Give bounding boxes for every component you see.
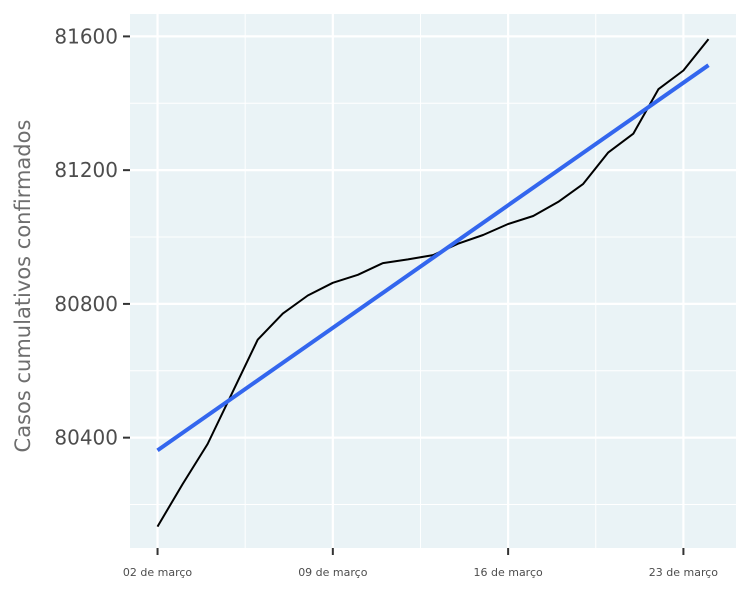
grid-major xyxy=(130,14,736,548)
grid-minor xyxy=(130,14,736,548)
x-tick-label: 02 de março xyxy=(123,566,193,579)
axis-ticks xyxy=(123,35,685,555)
x-tick-label: 23 de março xyxy=(649,566,719,579)
y-axis-label: Casos cumulativos confirmados xyxy=(11,120,35,453)
x-tick-labels: 02 de março 09 de março 16 de março 23 de m… xyxy=(123,566,718,579)
y-tick-label: 81200 xyxy=(54,158,118,182)
x-tick-label: 09 de março xyxy=(298,566,368,579)
y-tick-labels: 80400 80800 81200 81600 xyxy=(54,24,118,449)
trend-line xyxy=(156,63,710,453)
y-tick-label: 80400 xyxy=(54,426,118,450)
y-tick-label: 80800 xyxy=(54,292,118,316)
x-tick-label: 16 de março xyxy=(473,566,543,579)
series-layer xyxy=(156,38,710,528)
y-tick-label: 81600 xyxy=(54,24,118,48)
plot-panel xyxy=(130,14,736,548)
cumulative-cases-line xyxy=(156,38,710,528)
